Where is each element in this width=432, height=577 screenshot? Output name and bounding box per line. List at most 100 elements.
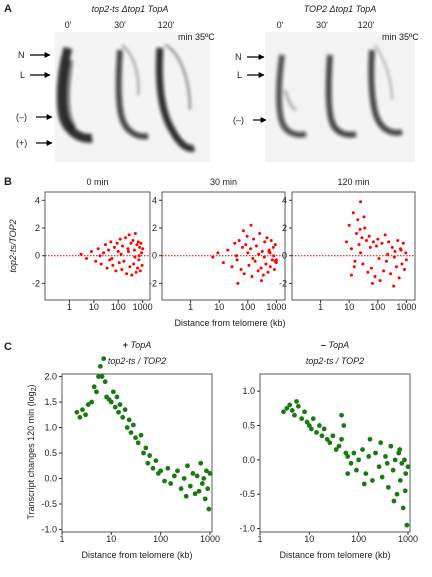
- x-tick-label: 100: [240, 302, 255, 312]
- y-tick-label: 2: [152, 223, 157, 233]
- y-tick-label: -2: [149, 278, 157, 288]
- chart-title: + TopA: [123, 340, 151, 350]
- point: [89, 250, 93, 254]
- point: [341, 423, 347, 428]
- y-tick-label: 0.0: [44, 473, 57, 483]
- point: [402, 488, 408, 494]
- point: [132, 248, 136, 252]
- point: [89, 399, 95, 405]
- point: [185, 463, 190, 469]
- marker-label: N: [235, 52, 242, 62]
- point: [249, 247, 253, 251]
- point: [244, 243, 248, 247]
- plot-frame: [291, 191, 416, 301]
- point: [101, 356, 107, 362]
- x-tick-label: 100: [153, 534, 168, 544]
- point: [383, 454, 388, 459]
- point: [126, 250, 130, 254]
- x-tick-label: 100: [111, 302, 126, 312]
- point: [356, 218, 360, 222]
- point: [145, 460, 151, 466]
- x-tick-label: 10: [344, 302, 354, 312]
- point: [120, 268, 124, 272]
- panel-label: C: [4, 341, 12, 353]
- title-sign: +: [123, 340, 128, 350]
- point: [281, 409, 286, 415]
- point: [207, 470, 213, 476]
- point: [264, 262, 268, 266]
- point: [314, 429, 319, 435]
- point: [211, 255, 215, 259]
- point: [239, 268, 243, 272]
- point: [120, 414, 126, 420]
- point: [190, 470, 196, 476]
- point: [133, 435, 138, 441]
- point: [129, 241, 133, 245]
- point: [221, 261, 225, 265]
- point: [352, 265, 356, 269]
- point: [99, 262, 103, 266]
- y-tick-label: 1.0: [242, 386, 255, 396]
- point: [379, 474, 385, 480]
- point: [162, 478, 167, 484]
- x-tick-label: 10: [89, 302, 99, 312]
- point: [257, 252, 261, 256]
- point: [110, 256, 114, 260]
- point: [202, 496, 208, 502]
- point: [94, 259, 98, 263]
- point: [344, 240, 348, 244]
- point: [393, 250, 397, 254]
- y-tick-label: 2: [282, 223, 287, 233]
- x-tick-label: 100: [370, 302, 385, 312]
- time-label: 0': [277, 20, 284, 30]
- point: [371, 240, 375, 244]
- point: [377, 256, 381, 260]
- point: [370, 281, 374, 285]
- point: [128, 430, 134, 436]
- point: [150, 465, 156, 471]
- point: [94, 389, 99, 395]
- point: [135, 440, 141, 446]
- point: [399, 248, 403, 252]
- point: [118, 237, 122, 241]
- point: [108, 399, 114, 405]
- point: [361, 262, 365, 266]
- point: [364, 238, 368, 242]
- point: [183, 493, 189, 499]
- point: [258, 232, 262, 236]
- point: [130, 422, 136, 428]
- point: [321, 426, 327, 432]
- x-tick-label: 10: [106, 534, 116, 544]
- point: [383, 233, 387, 237]
- y-tick-label: 1.0: [44, 423, 57, 433]
- point: [196, 488, 202, 494]
- point: [273, 259, 277, 263]
- point: [287, 402, 293, 408]
- point: [112, 404, 118, 410]
- panel-label: A: [4, 3, 12, 15]
- point: [396, 238, 400, 242]
- point: [345, 471, 351, 477]
- point: [178, 486, 184, 492]
- point: [376, 237, 380, 241]
- y-tick-label: -0.5: [41, 499, 57, 509]
- point: [378, 440, 384, 446]
- y-tick-label: -2: [279, 278, 287, 288]
- y-tick-label: 0.0: [242, 455, 255, 465]
- point: [273, 243, 277, 247]
- y-tick-label: 4: [282, 195, 287, 205]
- point: [147, 453, 153, 458]
- point: [384, 259, 388, 263]
- point: [117, 402, 123, 407]
- x-tick-label: 100: [351, 534, 366, 544]
- gel-title: top2-ts Δtop1 TopA: [92, 4, 169, 14]
- point: [124, 236, 128, 240]
- point: [363, 226, 367, 230]
- point: [116, 409, 121, 415]
- point: [85, 402, 91, 407]
- y-axis-label: Transcript changes 120 min (log2): [26, 384, 38, 519]
- point: [400, 505, 406, 511]
- point: [403, 471, 409, 477]
- point: [403, 268, 407, 272]
